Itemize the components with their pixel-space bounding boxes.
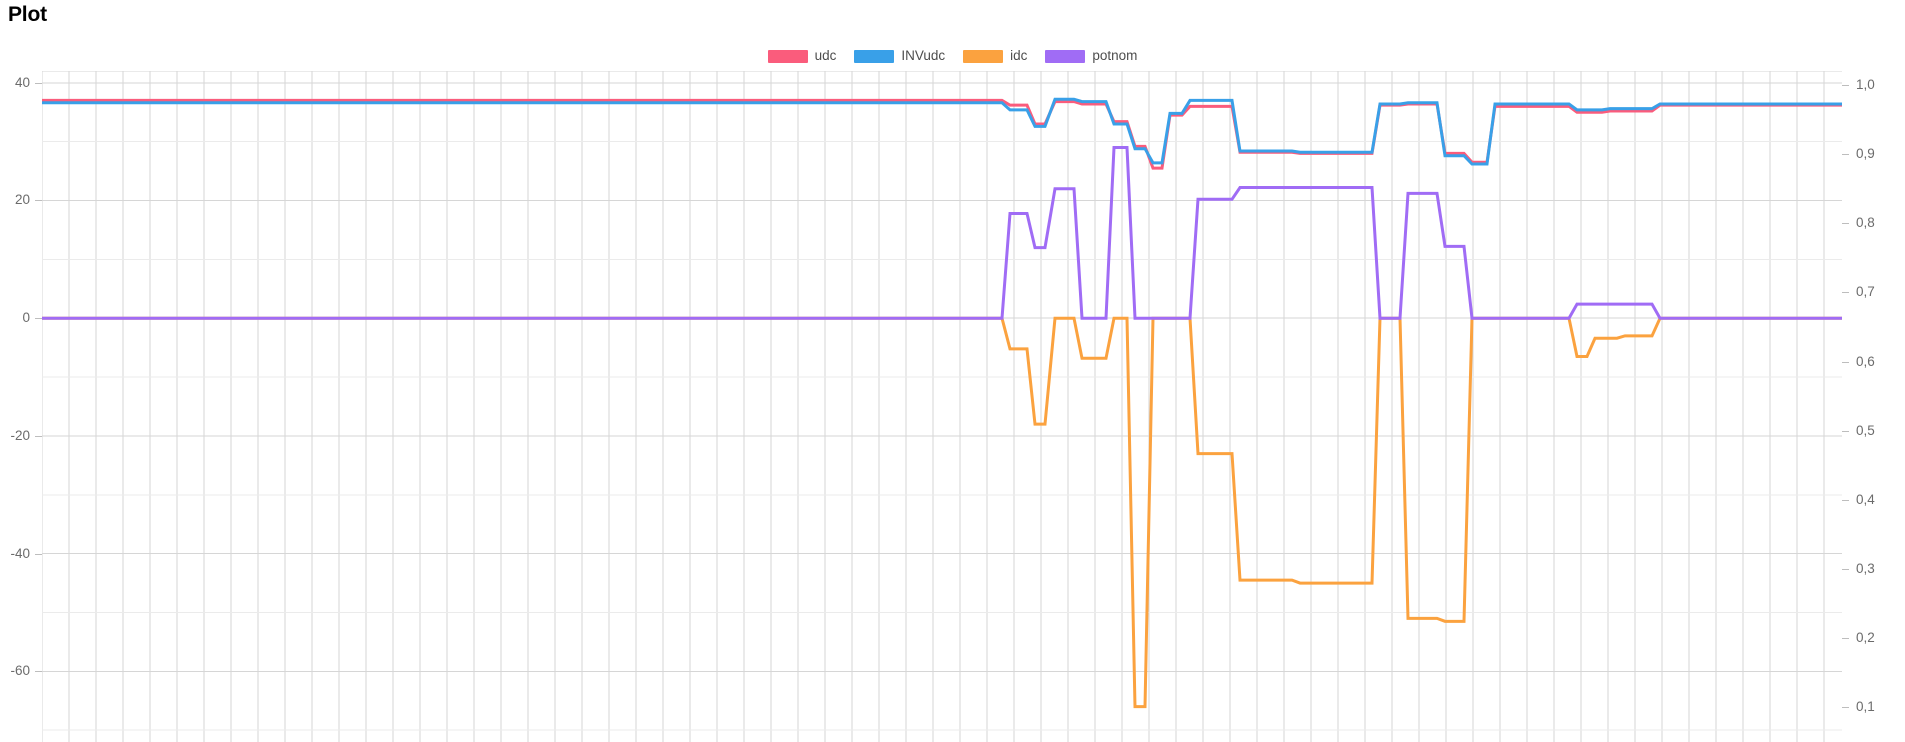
y-axis-right-tick-4: 0,6 <box>1856 353 1875 369</box>
y-axis-right-tick-8: 0,2 <box>1856 630 1875 646</box>
y-axis-right-tick-7: 0,3 <box>1856 561 1875 577</box>
series-line-invudc <box>42 97 1842 166</box>
y-axis-left-tick-2: 0 <box>22 310 30 326</box>
y-axis-right-tick-0: 1,0 <box>1856 76 1875 92</box>
y-axis-right-tickmark-5 <box>1842 430 1849 432</box>
y-axis-right: 1,0 0,9 0,8 0,7 0,6 0,5 0,4 0,3 0,2 0,1 <box>1842 71 1905 742</box>
y-axis-right-tickmark-6 <box>1842 499 1849 501</box>
y-axis-right-tick-9: 0,1 <box>1856 699 1875 715</box>
legend-label-invudc: INVudc <box>901 48 946 63</box>
legend-swatch-idc <box>963 49 1004 63</box>
legend-label-potnom: potnom <box>1092 48 1138 63</box>
y-axis-left-tickmark-1 <box>35 200 42 202</box>
y-axis-left-tickmark-5 <box>35 671 42 673</box>
y-axis-left-tick-1: 20 <box>14 192 30 208</box>
y-axis-right-tickmark-2 <box>1842 223 1849 225</box>
y-axis-right-tick-3: 0,7 <box>1856 284 1875 300</box>
chart-gridlines <box>42 71 1842 742</box>
y-axis-left-tick-4: -40 <box>10 545 30 561</box>
legend-swatch-invudc <box>854 49 895 63</box>
plot-area[interactable] <box>42 71 1842 742</box>
y-axis-left-tickmark-4 <box>35 553 42 555</box>
chart-series-layer <box>42 97 1842 709</box>
legend-item-invudc[interactable]: INVudc <box>854 49 945 63</box>
legend-swatch-udc <box>767 49 808 63</box>
legend-swatch-potnom <box>1045 49 1086 63</box>
y-axis-right-tickmark-1 <box>1842 154 1849 155</box>
y-axis-left-tickmark-3 <box>35 435 42 437</box>
y-axis-left-tick-5: -60 <box>10 663 30 679</box>
y-axis-left-tick-3: -20 <box>10 427 30 443</box>
y-axis-left-tickmark-2 <box>35 318 42 320</box>
y-axis-right-tickmark-8 <box>1842 638 1849 640</box>
y-axis-right-tick-1: 0,9 <box>1856 146 1875 161</box>
y-axis-left-tick-0: 40 <box>14 74 30 90</box>
y-axis-right-tickmark-3 <box>1842 292 1849 294</box>
page-title: Plot <box>8 3 47 26</box>
series-line-idc <box>42 316 1842 709</box>
y-axis-right-tickmark-7 <box>1842 569 1849 571</box>
y-axis-right-tick-2: 0,8 <box>1856 215 1875 231</box>
y-axis-right-tickmark-4 <box>1842 361 1849 363</box>
legend-item-udc[interactable]: udc <box>767 48 837 63</box>
y-axis-right-tick-5: 0,5 <box>1856 422 1875 438</box>
chart-legend: udc INVudc idc potnom <box>0 49 1905 63</box>
series-line-potnom <box>42 146 1842 320</box>
y-axis-left: 40 20 0 -20 -40 -60 <box>0 71 42 742</box>
y-axis-left-tickmark-0 <box>35 82 42 84</box>
legend-item-idc[interactable]: idc <box>963 49 1027 63</box>
y-axis-right-tick-6: 0,4 <box>1856 491 1875 507</box>
series-line-udc <box>42 98 1842 170</box>
y-axis-right-tickmark-9 <box>1842 707 1849 709</box>
legend-label-udc: udc <box>814 48 837 63</box>
legend-label-idc: idc <box>1010 48 1028 63</box>
y-axis-right-tickmark-0 <box>1842 84 1849 86</box>
legend-item-potnom[interactable]: potnom <box>1045 49 1137 63</box>
